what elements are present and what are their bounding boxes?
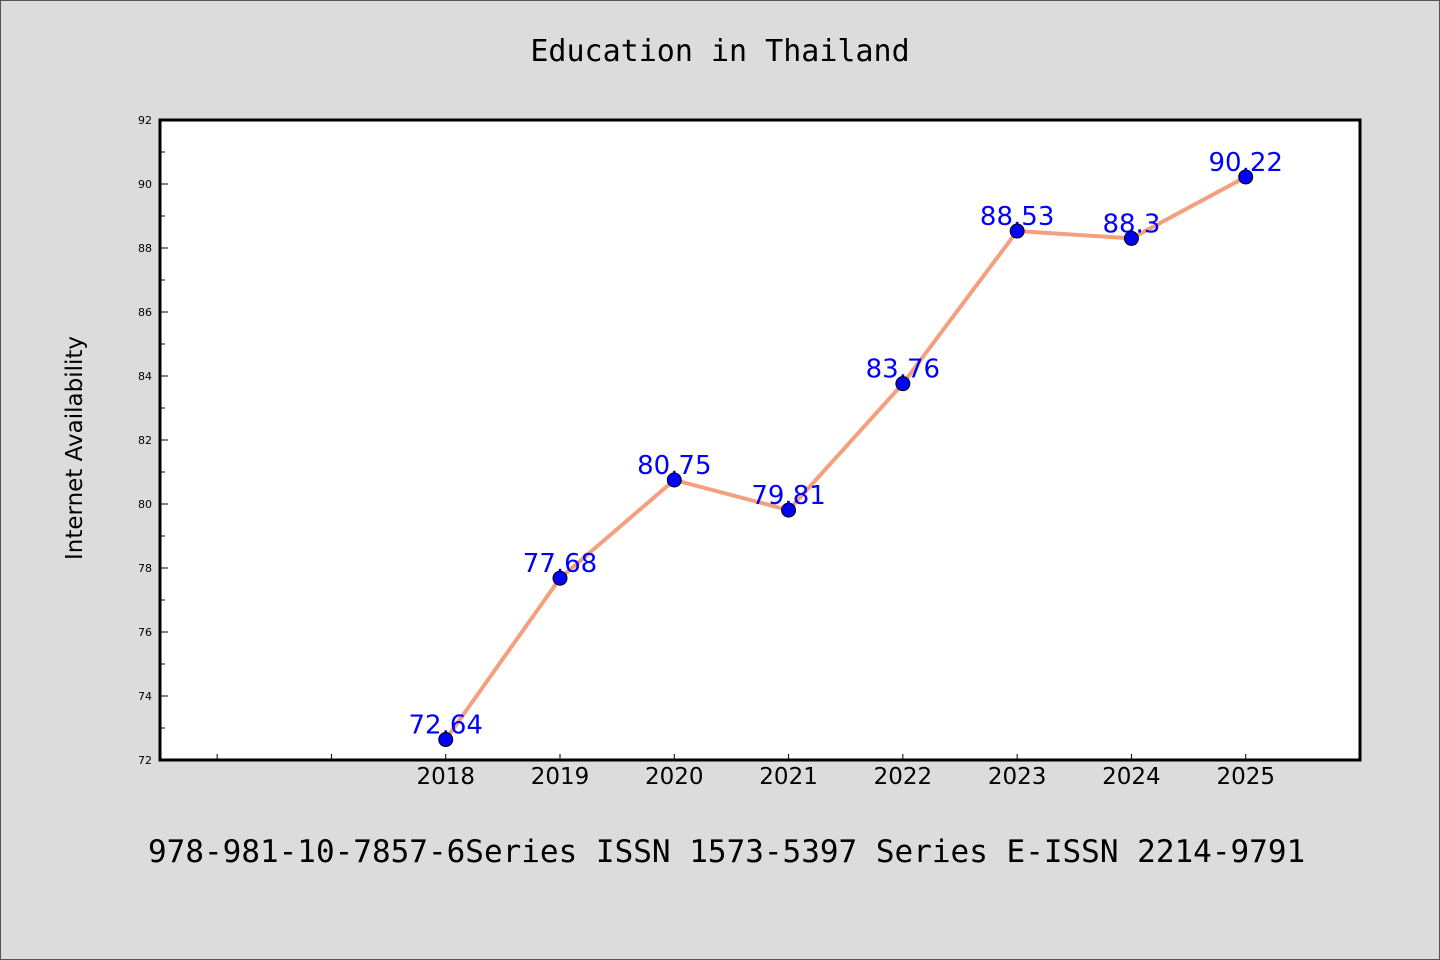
- y-tick-label: 90: [138, 178, 152, 191]
- data-point: [1238, 169, 1254, 185]
- plot-area: [160, 120, 1360, 760]
- y-tick-label: 84: [138, 370, 152, 383]
- y-tick-label: 82: [138, 434, 152, 447]
- y-tick-label: 92: [138, 114, 152, 127]
- data-point: [895, 376, 911, 392]
- chart-title: Education in Thailand: [530, 34, 910, 69]
- data-point: [1123, 230, 1139, 246]
- data-point: [552, 570, 568, 586]
- y-tick-label: 88: [138, 242, 152, 255]
- x-tick-label: 2022: [874, 764, 933, 790]
- y-tick-label: 74: [138, 690, 152, 703]
- data-point: [1009, 223, 1025, 239]
- x-tick-label: 2019: [531, 764, 590, 790]
- y-axis-ticks: 72 74 76 78 80 82 84 86 88 90 92: [138, 114, 168, 767]
- y-tick-label: 72: [138, 754, 152, 767]
- y-tick-label: 86: [138, 306, 152, 319]
- x-axis-ticks: 2018 2019 2020 2021 2022 2023 2024 2025: [216, 754, 1275, 790]
- x-tick-label: 2025: [1216, 764, 1275, 790]
- data-point: [438, 732, 454, 748]
- plot-frame: [158, 118, 1362, 762]
- series-line: [444, 175, 1247, 741]
- data-point: [781, 502, 797, 518]
- footer-isbn-issn: 978-981-10-7857-6Series ISSN 1573-5397 S…: [148, 834, 1306, 870]
- y-tick-label: 78: [138, 562, 152, 575]
- y-tick-label: 80: [138, 498, 152, 511]
- data-point: [666, 472, 682, 488]
- x-tick-label: 2021: [759, 764, 818, 790]
- x-tick-label: 2020: [645, 764, 704, 790]
- x-tick-label: 2018: [416, 764, 475, 790]
- y-tick-label: 76: [138, 626, 152, 639]
- x-tick-label: 2023: [988, 764, 1047, 790]
- x-tick-label: 2024: [1102, 764, 1161, 790]
